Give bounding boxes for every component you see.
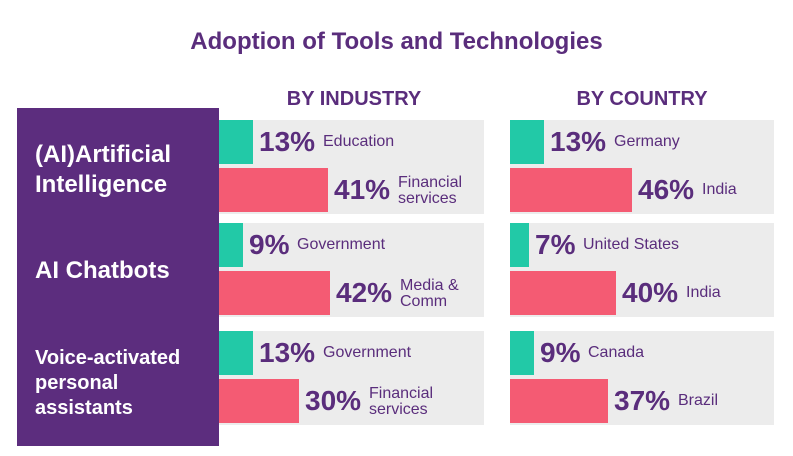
category-label-line: Comm xyxy=(400,293,448,310)
bar-value-label: 13% xyxy=(259,337,316,368)
chart-title: Adoption of Tools and Technologies xyxy=(190,28,603,55)
column-header-country: BY COUNTRY xyxy=(576,88,708,110)
bar-by-industry-0-1 xyxy=(219,168,328,212)
category-label-line: Government xyxy=(323,344,412,361)
bar-value-label: 37% xyxy=(614,385,671,416)
row-label-sidebar: (AI)Artificial Intelligence AI Chatbots … xyxy=(17,108,219,446)
row-label-ai: (AI)Artificial Intelligence xyxy=(35,141,172,198)
bar-value-label: 9% xyxy=(249,229,290,260)
bar-value-label: 9% xyxy=(540,337,581,368)
category-label-line: Financial xyxy=(398,174,463,191)
category-label-line: Government xyxy=(297,236,386,253)
bar-value-label: 13% xyxy=(259,126,316,157)
bar-value-label: 40% xyxy=(622,277,679,308)
bar-by-country-2-0 xyxy=(510,331,534,375)
panel-by-industry-0: 13% Education 41% Financial services xyxy=(219,120,484,214)
bar-category-label: Germany xyxy=(614,134,680,150)
bar-by-industry-2-0 xyxy=(219,331,253,375)
row-label-chatbots: AI Chatbots xyxy=(35,257,170,284)
bar-by-country-2-1 xyxy=(510,379,608,423)
bar-by-industry-1-1 xyxy=(219,271,330,315)
bar-value-label: 42% xyxy=(336,277,393,308)
row-label-voice-assistants: Voice-activated personal assistants xyxy=(35,347,181,419)
category-label-line: India xyxy=(686,284,721,301)
bar-by-country-1-0 xyxy=(510,223,529,267)
bar-category-label: Education xyxy=(323,134,394,150)
bar-category-label: Financial services xyxy=(369,386,433,418)
bar-value-label: 30% xyxy=(305,385,362,416)
bar-category-label: Canada xyxy=(588,345,644,361)
category-label-line: Canada xyxy=(588,344,645,361)
panel-by-country-0: 13% Germany 46% India xyxy=(510,120,774,214)
bar-value-label: 46% xyxy=(638,174,695,205)
category-label-line: Germany xyxy=(614,133,680,150)
bar-by-industry-0-0 xyxy=(219,120,253,164)
category-label-line: Education xyxy=(323,133,395,150)
bar-category-label: Media & Comm xyxy=(400,278,459,310)
bar-category-label: Government xyxy=(297,237,385,253)
bar-category-label: India xyxy=(686,285,721,301)
bar-value-label: 41% xyxy=(334,174,391,205)
bar-category-label: United States xyxy=(583,237,679,253)
panel-by-industry-1: 9% Government 42% Media & Comm xyxy=(219,223,484,317)
bar-category-label: Government xyxy=(323,345,411,361)
bar-category-label: Financial services xyxy=(398,175,462,207)
panel-by-country-1: 7% United States 40% India xyxy=(510,223,774,317)
bar-value-label: 7% xyxy=(535,229,576,260)
category-label-line: services xyxy=(369,401,428,418)
bar-category-label: India xyxy=(702,182,737,198)
bar-by-industry-2-1 xyxy=(219,379,299,423)
bar-value-label: 13% xyxy=(550,126,607,157)
category-label-line: India xyxy=(702,181,737,198)
column-header-industry: BY INDUSTRY xyxy=(286,88,422,110)
bar-by-industry-1-0 xyxy=(219,223,243,267)
category-label-line: Media & xyxy=(400,277,459,294)
category-label-line: Brazil xyxy=(678,392,719,409)
bar-by-country-0-1 xyxy=(510,168,632,212)
bar-by-country-0-0 xyxy=(510,120,544,164)
panel-by-country-2: 9% Canada 37% Brazil xyxy=(510,331,774,425)
category-label-line: United States xyxy=(583,236,680,253)
category-label-line: services xyxy=(398,190,457,207)
bar-by-country-1-1 xyxy=(510,271,616,315)
category-label-line: Financial xyxy=(369,385,434,402)
panel-by-industry-2: 13% Government 30% Financial services xyxy=(219,331,484,425)
bar-category-label: Brazil xyxy=(678,393,718,409)
